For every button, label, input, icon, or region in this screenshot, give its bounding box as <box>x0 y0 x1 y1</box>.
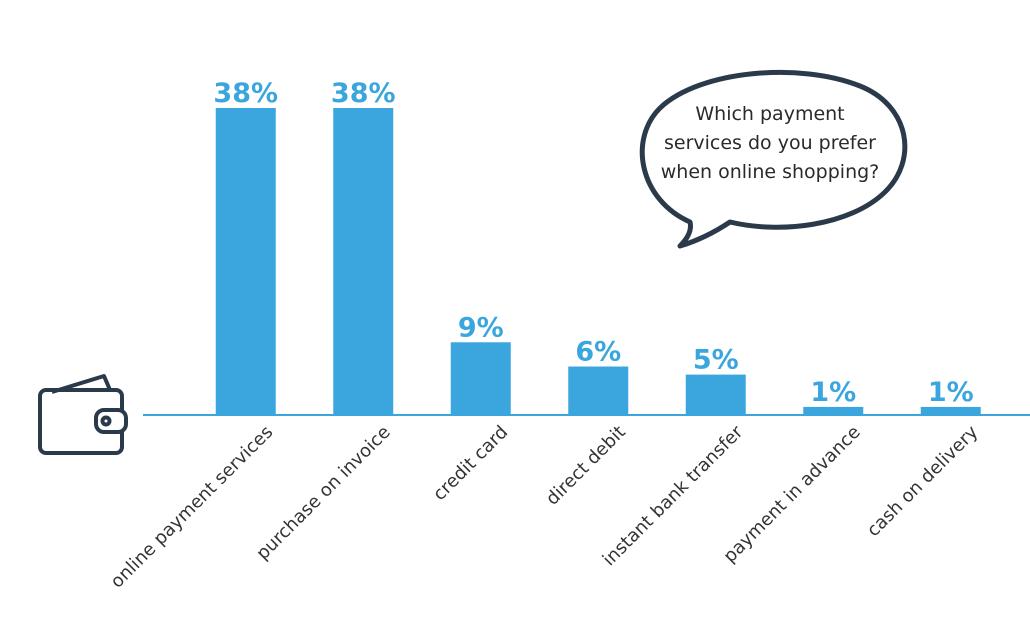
value-label: 1% <box>928 377 974 408</box>
value-label: 6% <box>575 337 621 368</box>
bar <box>803 406 864 415</box>
x-tick-label: credit card <box>429 422 512 505</box>
bar <box>333 108 394 415</box>
value-label: 9% <box>458 312 504 343</box>
bar <box>920 406 981 415</box>
value-label: 5% <box>693 345 739 376</box>
bar <box>215 108 276 415</box>
value-label: 38% <box>331 78 396 109</box>
speech-bubble <box>639 69 908 249</box>
x-tick-label: direct debit <box>542 422 630 510</box>
x-tick-label: purchase on invoice <box>252 422 395 565</box>
bar <box>568 366 629 415</box>
wallet-icon <box>38 374 128 455</box>
bar <box>685 374 746 415</box>
bar <box>450 342 511 415</box>
value-label: 1% <box>810 377 856 408</box>
x-tick-label: online payment services <box>107 422 278 593</box>
x-tick-label: cash on delivery <box>863 421 983 541</box>
bubble-question: Which payment services do you prefer whe… <box>660 103 880 183</box>
value-label: 38% <box>213 78 278 109</box>
x-tick-label: payment in advance <box>719 422 864 567</box>
